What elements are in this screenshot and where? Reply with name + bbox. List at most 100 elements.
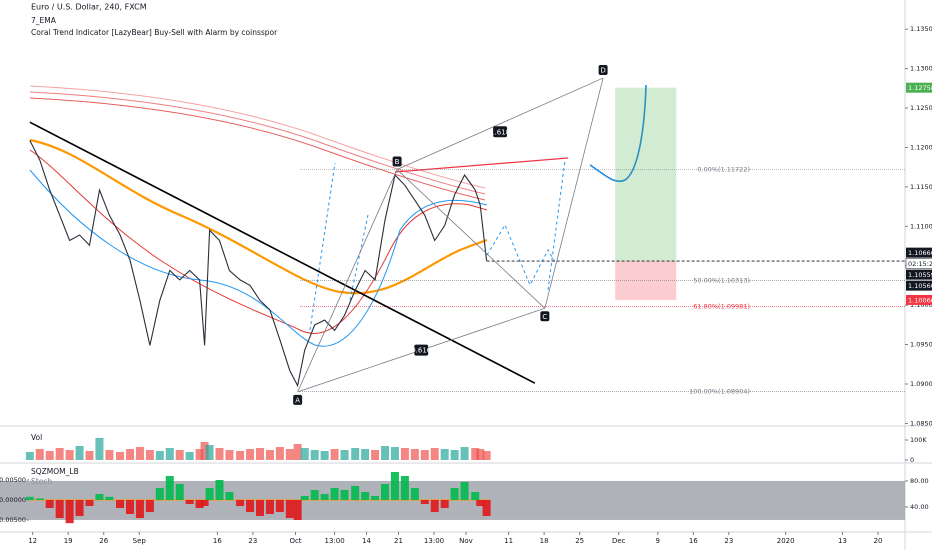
bar bbox=[361, 449, 370, 460]
bar bbox=[215, 448, 224, 460]
bar bbox=[450, 450, 459, 460]
y-tick-label: 1.09000 bbox=[910, 380, 932, 388]
bar bbox=[155, 451, 164, 460]
coral-band bbox=[29, 85, 486, 189]
indicator-label: 7_EMA bbox=[31, 16, 57, 25]
bar bbox=[116, 500, 125, 508]
bar bbox=[165, 476, 174, 500]
pattern-point-label: D bbox=[600, 67, 605, 75]
bar bbox=[135, 447, 144, 460]
ema-line bbox=[29, 169, 488, 347]
bar bbox=[300, 496, 309, 500]
x-tick-label: 13 bbox=[838, 537, 847, 545]
bar bbox=[185, 452, 194, 460]
pattern-point-label: B bbox=[395, 158, 400, 166]
bar bbox=[381, 484, 390, 500]
bar bbox=[45, 500, 54, 508]
x-tick-label: 9 bbox=[656, 537, 660, 545]
bar bbox=[430, 500, 439, 512]
x-tick-label: Sep bbox=[133, 537, 147, 545]
x-tick-label: 16 bbox=[689, 537, 698, 545]
bar bbox=[340, 490, 349, 500]
y-tick-label: 0.00500 bbox=[0, 476, 26, 484]
x-tick-label: 20 bbox=[874, 537, 883, 545]
bar bbox=[200, 500, 209, 506]
bar bbox=[381, 446, 390, 460]
bar bbox=[351, 486, 360, 500]
oscillator-label: SQZMOM_LB bbox=[31, 467, 79, 476]
y-tick-label: 1.13500 bbox=[910, 25, 932, 33]
bar bbox=[95, 494, 104, 500]
bar bbox=[155, 488, 164, 500]
resistance-line bbox=[394, 157, 569, 173]
x-tick-label: 16 bbox=[213, 537, 222, 545]
bar bbox=[125, 500, 134, 514]
bar bbox=[95, 438, 104, 460]
y-tick-label: 1.13000 bbox=[910, 65, 932, 73]
bar bbox=[400, 476, 409, 500]
bar bbox=[265, 450, 274, 460]
bar bbox=[236, 500, 245, 506]
bar bbox=[145, 500, 154, 512]
x-tick-label: Dec bbox=[612, 537, 626, 545]
bar bbox=[310, 450, 319, 460]
bar bbox=[75, 446, 84, 460]
bar bbox=[185, 500, 194, 504]
bar bbox=[471, 492, 480, 500]
chart-title: Euro / U.S. Dollar, 240, FXCM bbox=[31, 3, 147, 12]
x-tick-label: 18 bbox=[540, 537, 549, 545]
bar bbox=[330, 449, 339, 460]
x-tick-label: 13:00 bbox=[424, 537, 444, 545]
bar bbox=[275, 500, 284, 512]
bar bbox=[205, 488, 214, 500]
bar bbox=[471, 448, 480, 460]
pattern-line bbox=[297, 169, 398, 393]
bar bbox=[440, 449, 449, 460]
x-tick-label: 25 bbox=[575, 537, 584, 545]
bar bbox=[330, 488, 339, 500]
price-label: 1.10559 bbox=[908, 271, 932, 279]
bar bbox=[205, 445, 214, 460]
label-box bbox=[493, 126, 508, 138]
countdown-box bbox=[905, 258, 932, 269]
countdown: 02:15:22 bbox=[908, 260, 932, 268]
bar bbox=[255, 448, 264, 460]
pattern-point-label: A bbox=[295, 396, 300, 404]
bar bbox=[246, 500, 255, 512]
x-tick-label: 12 bbox=[28, 537, 37, 545]
bar bbox=[420, 450, 429, 460]
bar bbox=[460, 482, 469, 500]
volume-label: Vol bbox=[31, 433, 42, 442]
price-label: 1.10066 bbox=[908, 296, 932, 304]
x-tick-label: 11 bbox=[504, 537, 513, 545]
bar bbox=[135, 500, 144, 518]
price-label: 1.12758 bbox=[908, 84, 932, 92]
bar bbox=[482, 451, 491, 460]
pattern-point-label: C bbox=[542, 313, 547, 321]
bar bbox=[285, 449, 294, 460]
bar bbox=[482, 500, 491, 516]
bar bbox=[371, 450, 380, 460]
pattern-label: 0.616 bbox=[411, 347, 432, 355]
bar bbox=[371, 496, 380, 500]
bar bbox=[430, 448, 439, 460]
price-label: 1.10666 bbox=[908, 249, 932, 257]
y2-tick-label: 80.00 bbox=[910, 477, 929, 485]
bar bbox=[125, 449, 134, 460]
bar bbox=[195, 500, 204, 508]
pattern-point-box bbox=[540, 311, 550, 322]
bar bbox=[25, 452, 34, 460]
bar bbox=[476, 500, 485, 506]
y-tick-label: 1.08500 bbox=[910, 419, 932, 427]
bar bbox=[440, 500, 449, 508]
price-label-box bbox=[906, 294, 932, 305]
y-tick-label: 0.00000 bbox=[0, 496, 26, 504]
y-tick-label: 1.12000 bbox=[910, 143, 932, 151]
price-label: 1.10560 bbox=[908, 282, 932, 290]
bar bbox=[410, 449, 419, 460]
bar bbox=[236, 451, 245, 460]
y-tick-label: 100K bbox=[910, 436, 927, 444]
indicator-decor bbox=[29, 84, 647, 347]
x-tick-label: Oct bbox=[289, 537, 301, 545]
bar bbox=[65, 500, 74, 524]
